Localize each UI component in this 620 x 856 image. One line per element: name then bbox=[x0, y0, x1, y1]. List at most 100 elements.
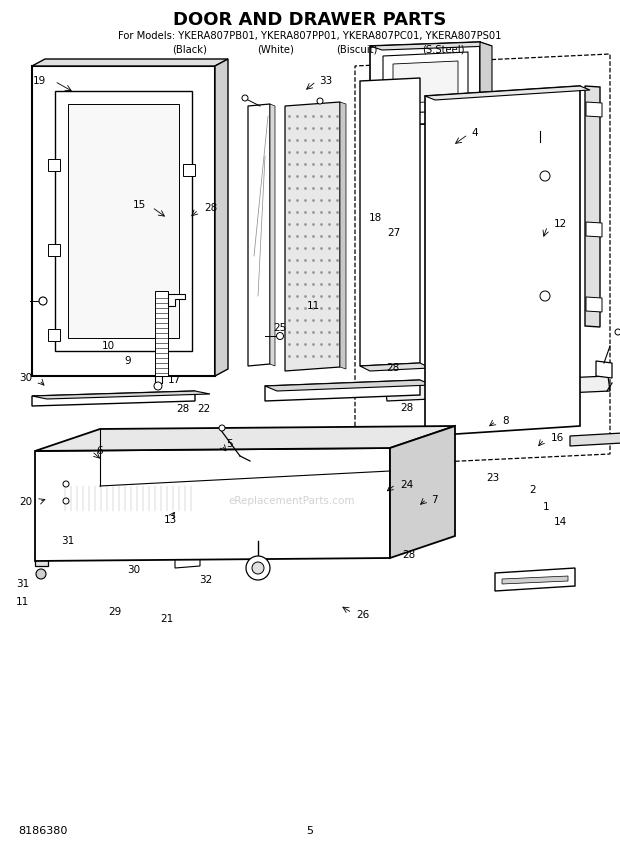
Polygon shape bbox=[355, 54, 610, 466]
Polygon shape bbox=[60, 478, 90, 496]
Text: 7: 7 bbox=[431, 495, 438, 505]
Text: 24: 24 bbox=[400, 480, 413, 490]
Polygon shape bbox=[35, 426, 455, 451]
Polygon shape bbox=[175, 554, 200, 568]
Polygon shape bbox=[48, 244, 60, 256]
Polygon shape bbox=[248, 104, 270, 366]
Polygon shape bbox=[32, 59, 228, 66]
Polygon shape bbox=[32, 66, 215, 376]
Circle shape bbox=[63, 481, 69, 487]
Circle shape bbox=[246, 556, 270, 580]
Text: 28: 28 bbox=[177, 404, 190, 414]
Polygon shape bbox=[585, 86, 600, 327]
Polygon shape bbox=[285, 102, 340, 371]
Text: (S.Steel): (S.Steel) bbox=[422, 44, 464, 54]
Text: 16: 16 bbox=[551, 433, 564, 443]
Circle shape bbox=[277, 332, 283, 340]
Text: 28: 28 bbox=[205, 203, 218, 213]
Polygon shape bbox=[390, 426, 455, 558]
Polygon shape bbox=[48, 329, 60, 341]
Text: 5: 5 bbox=[226, 439, 233, 449]
Text: 21: 21 bbox=[160, 614, 173, 624]
Text: 12: 12 bbox=[554, 219, 567, 229]
Polygon shape bbox=[215, 59, 228, 376]
Polygon shape bbox=[383, 52, 468, 114]
Text: 31: 31 bbox=[61, 536, 74, 546]
Circle shape bbox=[242, 95, 248, 101]
Polygon shape bbox=[270, 104, 275, 366]
Text: 4: 4 bbox=[471, 128, 478, 138]
Text: 11: 11 bbox=[16, 597, 29, 607]
Polygon shape bbox=[300, 526, 340, 548]
Polygon shape bbox=[35, 546, 48, 566]
Text: 9: 9 bbox=[124, 356, 131, 366]
Polygon shape bbox=[360, 78, 420, 366]
Circle shape bbox=[540, 171, 550, 181]
Text: 31: 31 bbox=[16, 579, 29, 589]
Polygon shape bbox=[340, 102, 346, 369]
Text: DOOR AND DRAWER PARTS: DOOR AND DRAWER PARTS bbox=[174, 11, 446, 29]
Text: (Black): (Black) bbox=[172, 44, 206, 54]
Polygon shape bbox=[586, 297, 602, 312]
Text: 19: 19 bbox=[33, 76, 46, 86]
Polygon shape bbox=[502, 576, 568, 584]
Polygon shape bbox=[495, 568, 575, 591]
Text: 32: 32 bbox=[200, 575, 213, 586]
Circle shape bbox=[36, 569, 46, 579]
Circle shape bbox=[63, 498, 69, 504]
Polygon shape bbox=[596, 361, 612, 378]
Text: 14: 14 bbox=[554, 517, 567, 527]
Polygon shape bbox=[265, 380, 432, 391]
Polygon shape bbox=[35, 448, 390, 561]
Text: 26: 26 bbox=[356, 609, 370, 620]
Polygon shape bbox=[425, 86, 580, 436]
Polygon shape bbox=[32, 391, 210, 399]
Polygon shape bbox=[586, 102, 602, 117]
Polygon shape bbox=[480, 42, 492, 126]
Text: 30: 30 bbox=[19, 373, 32, 383]
Text: 29: 29 bbox=[108, 607, 122, 617]
Text: 20: 20 bbox=[19, 496, 32, 507]
Text: 1: 1 bbox=[543, 502, 550, 512]
Circle shape bbox=[252, 562, 264, 574]
Text: 28: 28 bbox=[402, 550, 415, 560]
Polygon shape bbox=[525, 140, 555, 156]
Polygon shape bbox=[393, 61, 458, 104]
Polygon shape bbox=[48, 159, 60, 171]
Circle shape bbox=[219, 425, 225, 431]
Text: 33: 33 bbox=[319, 76, 332, 86]
Polygon shape bbox=[265, 380, 420, 401]
Text: eReplacementParts.com: eReplacementParts.com bbox=[228, 496, 355, 506]
Polygon shape bbox=[68, 104, 179, 338]
Text: (Biscuit): (Biscuit) bbox=[336, 44, 377, 54]
Polygon shape bbox=[370, 42, 492, 50]
Text: 2: 2 bbox=[529, 484, 536, 495]
Text: 18: 18 bbox=[369, 213, 382, 223]
Text: 23: 23 bbox=[487, 473, 500, 483]
Polygon shape bbox=[145, 512, 300, 526]
Text: 13: 13 bbox=[164, 514, 177, 525]
Text: 6: 6 bbox=[96, 446, 103, 456]
Text: 28: 28 bbox=[400, 403, 413, 413]
Polygon shape bbox=[60, 486, 195, 511]
Polygon shape bbox=[32, 391, 195, 406]
Circle shape bbox=[39, 297, 47, 305]
Text: 22: 22 bbox=[197, 404, 210, 414]
Text: 8186380: 8186380 bbox=[18, 826, 68, 836]
Polygon shape bbox=[155, 291, 168, 376]
Polygon shape bbox=[570, 428, 620, 446]
Polygon shape bbox=[55, 91, 192, 351]
Text: 8: 8 bbox=[502, 416, 509, 426]
Polygon shape bbox=[425, 86, 590, 100]
Polygon shape bbox=[183, 164, 195, 176]
Polygon shape bbox=[360, 363, 430, 371]
Text: (White): (White) bbox=[257, 44, 294, 54]
Polygon shape bbox=[385, 376, 610, 401]
Text: 25: 25 bbox=[273, 323, 286, 333]
Text: 28: 28 bbox=[386, 363, 399, 373]
Text: 5: 5 bbox=[306, 826, 314, 836]
Polygon shape bbox=[370, 42, 480, 126]
Text: 17: 17 bbox=[167, 375, 180, 385]
Text: For Models: YKERA807PB01, YKERA807PP01, YKERA807PC01, YKERA807PS01: For Models: YKERA807PB01, YKERA807PP01, … bbox=[118, 31, 502, 41]
Circle shape bbox=[317, 98, 323, 104]
